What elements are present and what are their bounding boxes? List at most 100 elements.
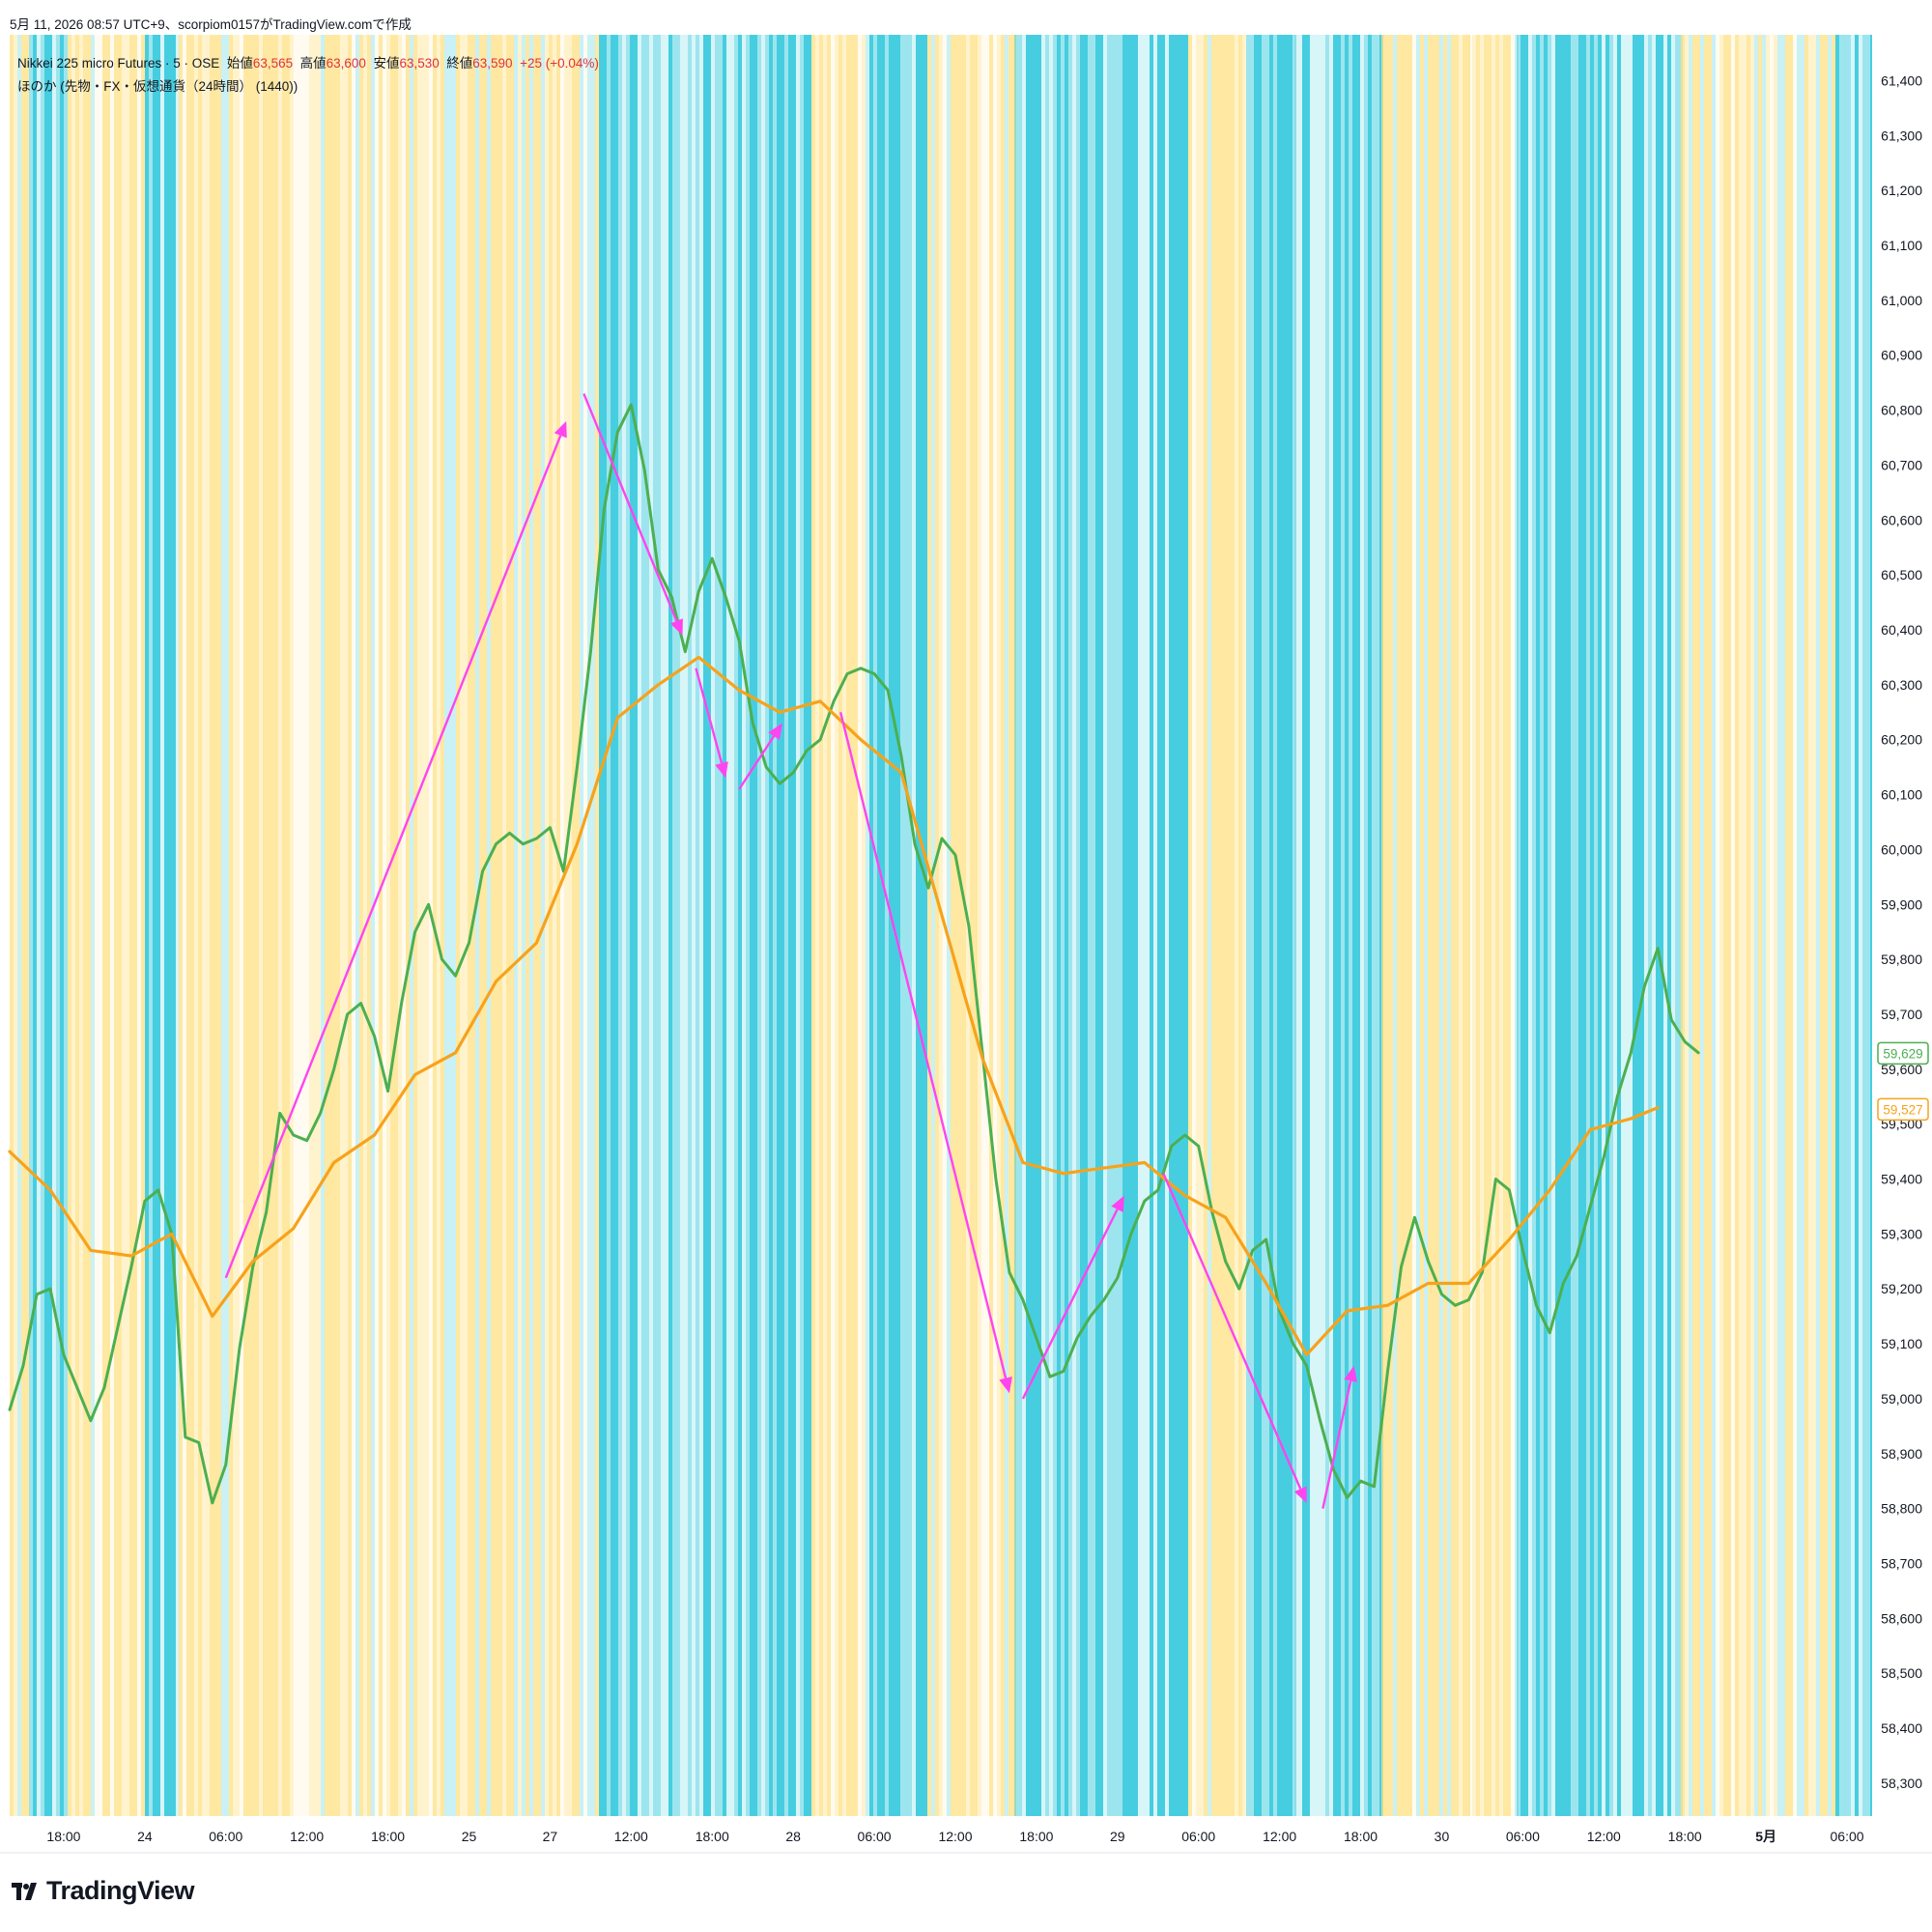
background-band [595,35,599,1816]
background-band [1250,35,1254,1816]
last-value-badges: 59,629 59,527 [1877,1041,1929,1122]
background-band [1285,35,1289,1816]
background-band [14,35,17,1816]
background-band [1405,35,1408,1816]
background-band [1005,35,1009,1816]
background-band [1045,35,1049,1816]
background-band [1165,35,1169,1816]
background-band [367,35,371,1816]
background-band [68,35,71,1816]
background-band [267,35,270,1816]
background-band [444,35,448,1816]
background-band [618,35,622,1816]
background-band [703,35,707,1816]
symbol-name[interactable]: Nikkei 225 micro Futures · 5 · OSE [17,56,220,71]
background-band [468,35,471,1816]
trend-arrow-head [768,723,782,740]
price-axis: 61,400 61,300 61,200 61,100 61,000 60,900 60,8… [1872,35,1932,1816]
background-band [1675,35,1679,1816]
high-value: 63,600 [326,56,366,71]
background-band [190,35,194,1816]
close-label: 終値 [446,56,473,71]
background-band [1018,35,1022,1816]
open-value: 63,565 [252,56,294,71]
background-band [259,35,263,1816]
price-series-line [8,403,1700,1505]
background-band [286,35,290,1816]
background-band [568,35,572,1816]
background-band [145,35,149,1816]
background-band [129,35,133,1816]
background-band [634,35,638,1816]
background-band [379,35,383,1816]
background-band [1704,35,1708,1816]
background-band [390,35,394,1816]
background-band [1333,35,1337,1816]
background-band [1685,35,1689,1816]
background-band [1859,35,1862,1816]
y-tick-label: 58,800 [1881,1501,1922,1517]
background-band [1439,35,1443,1816]
background-band [160,35,164,1816]
background-band [769,35,773,1816]
y-tick-label: 61,300 [1881,128,1922,143]
y-tick-label: 61,400 [1881,72,1922,88]
background-band [939,35,943,1816]
background-band [1770,35,1774,1816]
background-band [172,35,176,1816]
trend-arrow-head [1111,1195,1124,1212]
background-band [217,35,221,1816]
background-band [1208,35,1211,1816]
background-band [881,35,885,1816]
background-band [1302,35,1306,1816]
background-band [985,35,989,1816]
background-band [804,35,808,1816]
background-band [118,35,122,1816]
indicator-legend[interactable]: ほのか (先物・FX・仮想通貨（24時間） (1440)) [17,79,298,94]
background-band [1153,35,1157,1816]
background-band [920,35,923,1816]
background-band [1455,35,1459,1816]
background-band [603,35,607,1816]
background-band [533,35,537,1816]
background-band [923,35,927,1816]
background-band [1594,35,1598,1816]
background-band [402,35,406,1816]
background-band [1484,35,1488,1816]
background-band [301,35,305,1816]
background-band [1743,35,1747,1816]
background-band [1754,35,1758,1816]
trend-arrow-head [670,618,683,636]
tradingview-logo[interactable]: TradingView [12,1876,195,1906]
background-band [1835,35,1839,1816]
background-band [514,35,518,1816]
background-band [591,35,595,1816]
tradingview-logo-text: TradingView [46,1876,195,1905]
legend-symbol-row[interactable]: Nikkei 225 micro Futures · 5 · OSE 始値63,… [17,52,599,71]
background-band [738,35,742,1816]
background-band [1130,35,1134,1816]
background-band [757,35,761,1816]
background-band [479,35,483,1816]
background-band [1762,35,1766,1816]
background-band [958,35,962,1816]
background-band [974,35,978,1816]
background-band [1281,35,1285,1816]
background-band [1188,35,1192,1816]
time-axis: 18:00 24 06:00 12:00 18:00 25 27 12:00 18:00 28 06… [0,1816,1932,1855]
background-band [1739,35,1743,1816]
background-band [1528,35,1532,1816]
y-tick-label: 61,000 [1881,293,1922,308]
background-band [1157,35,1161,1816]
x-tick-label: 06:00 [209,1829,242,1844]
background-band [1625,35,1629,1816]
x-tick-label: 06:00 [858,1829,892,1844]
background-band [607,35,611,1816]
y-tick-label: 59,700 [1881,1007,1922,1022]
background-band [916,35,920,1816]
background-band [1235,35,1238,1816]
background-band [106,35,110,1816]
background-band [676,35,680,1816]
background-band [1567,35,1571,1816]
